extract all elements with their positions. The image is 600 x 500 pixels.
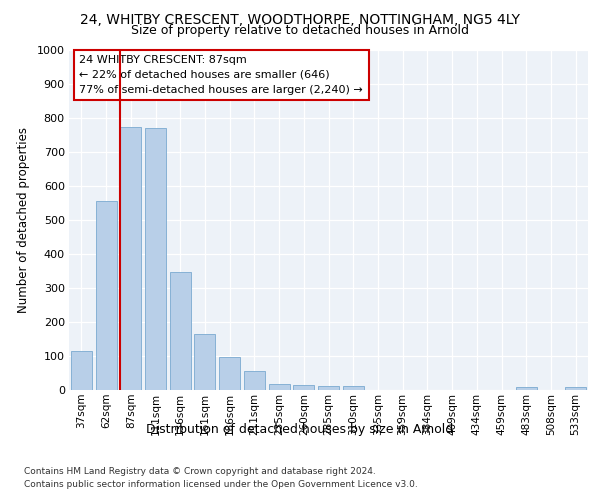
Bar: [120, 126, 141, 390]
Bar: [244, 372, 265, 390]
Bar: [269, 384, 290, 390]
Bar: [95, 200, 116, 390]
Bar: [293, 385, 314, 390]
Bar: [343, 386, 364, 390]
Bar: [145, 128, 166, 390]
Bar: [219, 356, 240, 390]
Text: Size of property relative to detached houses in Arnold: Size of property relative to detached ho…: [131, 24, 469, 37]
Text: 24, WHITBY CRESCENT, WOODTHORPE, NOTTINGHAM, NG5 4LY: 24, WHITBY CRESCENT, WOODTHORPE, NOTTING…: [80, 12, 520, 26]
Bar: [565, 386, 586, 390]
Bar: [170, 272, 191, 390]
Bar: [516, 386, 537, 390]
Text: Distribution of detached houses by size in Arnold: Distribution of detached houses by size …: [146, 422, 454, 436]
Text: Contains public sector information licensed under the Open Government Licence v3: Contains public sector information licen…: [24, 480, 418, 489]
Text: Contains HM Land Registry data © Crown copyright and database right 2024.: Contains HM Land Registry data © Crown c…: [24, 468, 376, 476]
Bar: [318, 386, 339, 390]
Bar: [71, 351, 92, 390]
Text: 24 WHITBY CRESCENT: 87sqm
← 22% of detached houses are smaller (646)
77% of semi: 24 WHITBY CRESCENT: 87sqm ← 22% of detac…: [79, 55, 363, 94]
Bar: [194, 334, 215, 390]
Y-axis label: Number of detached properties: Number of detached properties: [17, 127, 30, 313]
